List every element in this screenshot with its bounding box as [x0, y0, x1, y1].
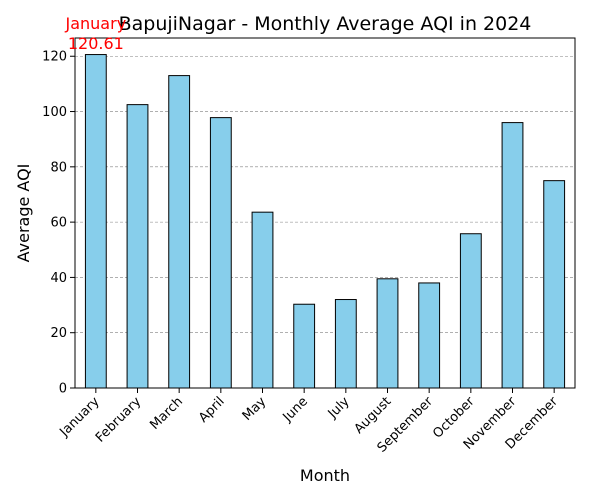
- annotation-value-label: 120.61: [68, 34, 124, 53]
- bar-june: [293, 303, 316, 389]
- bars-group: [84, 54, 566, 389]
- x-tick-label-may: May: [240, 394, 270, 424]
- bar-august: [376, 278, 399, 389]
- y-tick-label: 20: [50, 326, 67, 341]
- y-tick-label: 60: [50, 216, 67, 231]
- plot-frame: [74, 37, 576, 389]
- y-tick-label: 120: [42, 50, 67, 65]
- bar-december: [543, 180, 566, 389]
- bar-april: [209, 117, 232, 389]
- y-tick-label: 0: [59, 382, 67, 397]
- bar-july: [334, 299, 357, 389]
- x-axis-title: Month: [300, 466, 350, 485]
- bar-january: [84, 54, 107, 389]
- bar-october: [459, 233, 482, 389]
- annotation-month-label: January: [65, 14, 127, 33]
- gridlines: [75, 55, 575, 334]
- x-tick-label-february: February: [93, 394, 145, 446]
- y-axis-ticks: 0 20 40 60 80 100 120: [42, 50, 75, 397]
- y-tick-label: 40: [50, 271, 67, 286]
- bar-march: [168, 75, 191, 389]
- bar-september: [418, 282, 441, 389]
- bar-february: [126, 104, 149, 389]
- bar-may: [251, 211, 274, 389]
- bar-november: [501, 122, 524, 389]
- x-tick-label-march: March: [147, 394, 186, 433]
- y-axis-title: Average AQI: [14, 164, 33, 263]
- chart-title: BapujiNagar - Monthly Average AQI in 202…: [119, 13, 532, 35]
- x-tick-label-june: June: [280, 394, 311, 425]
- x-tick-label-april: April: [196, 394, 228, 426]
- y-tick-label: 100: [42, 105, 67, 120]
- x-tick-label-july: July: [325, 394, 353, 422]
- y-tick-label: 80: [50, 160, 67, 175]
